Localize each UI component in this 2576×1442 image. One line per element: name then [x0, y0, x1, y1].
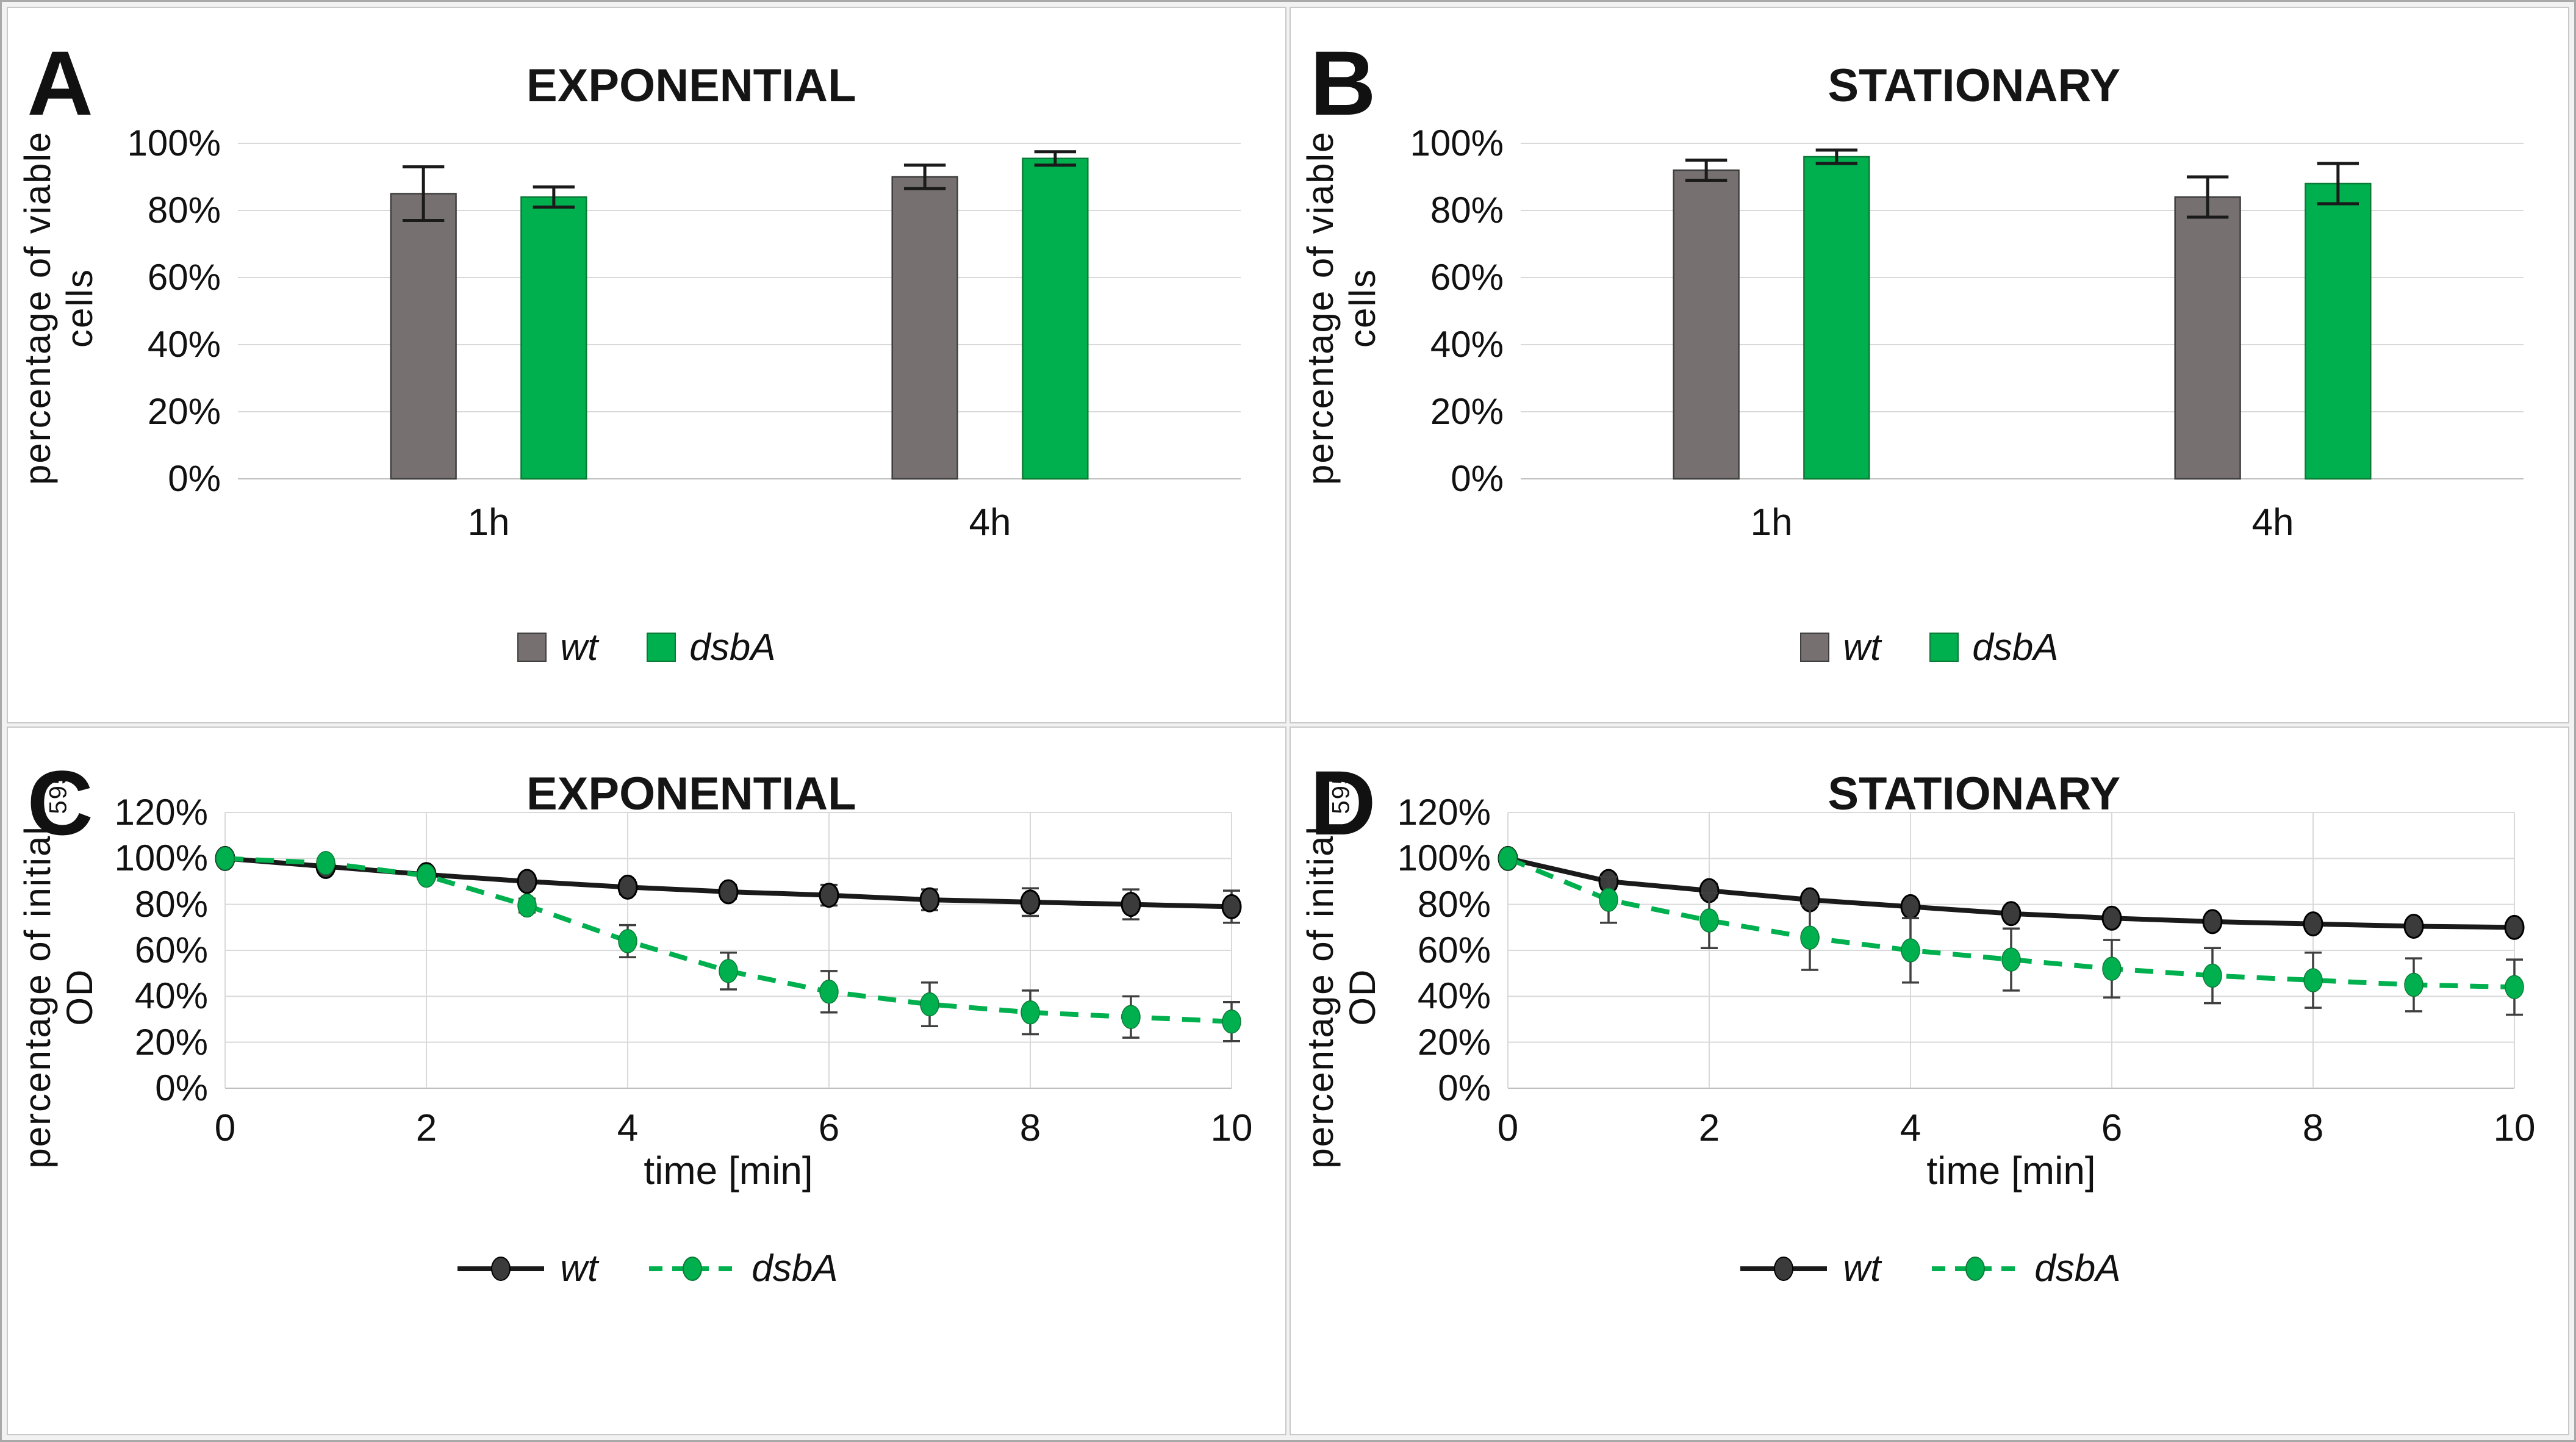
- plot-area: [1520, 143, 2524, 480]
- panel-a-viable-cells-exponential: A EXPONENTIAL percentage of viable cells…: [7, 7, 1286, 723]
- y-tick-label: 80%: [147, 190, 221, 231]
- chart-title: STATIONARY: [1828, 60, 2121, 112]
- legend-label-dsbA: dsbA: [1972, 626, 2059, 669]
- panel-c-od595-exponential: C EXPONENTIAL percentage of initial OD 59…: [7, 726, 1286, 1435]
- x-tick-label: 10: [1210, 1107, 1253, 1149]
- x-tick-label: 0: [1497, 1107, 1519, 1149]
- x-tick-label: 8: [2302, 1107, 2324, 1149]
- y-tick-label: 80%: [1430, 190, 1504, 231]
- legend-item-wt: wt: [1738, 1247, 1881, 1290]
- x-tick-label: 6: [2101, 1107, 2123, 1149]
- category-label: 4h: [2251, 501, 2294, 543]
- plot-area: [1498, 811, 2525, 1089]
- y-tick-label: 60%: [1430, 257, 1504, 298]
- wt-legend-glyph: [457, 1256, 545, 1281]
- dsbA-swatch: [1929, 633, 1959, 662]
- category-label: 4h: [969, 501, 1011, 543]
- y-tick-label: 40%: [147, 324, 221, 365]
- legend: wt dsbA: [8, 626, 1285, 669]
- dsbA-legend-glyph: [1932, 1256, 2019, 1281]
- x-tick-label: 4: [617, 1107, 639, 1149]
- chart-title: EXPONENTIAL: [526, 60, 856, 112]
- chart-title: STATIONARY: [1828, 767, 2121, 820]
- legend-item-wt: wt: [1800, 626, 1881, 669]
- legend-label-dsbA: dsbA: [752, 1247, 838, 1290]
- panel-d-od595-stationary: D STATIONARY percentage of initial OD 595…: [1290, 726, 2569, 1435]
- y-axis-ticks: 0% 20% 40% 60% 80% 100%: [8, 124, 221, 498]
- category-label: 1h: [1750, 501, 1793, 543]
- x-axis-title: time [min]: [1926, 1149, 2096, 1193]
- y-tick-label: 20%: [147, 391, 221, 432]
- plot-area: [237, 143, 1241, 480]
- y-tick-label: 40%: [1417, 975, 1491, 1017]
- legend-item-dsbA: dsbA: [647, 1247, 838, 1290]
- x-tick-label: 2: [415, 1107, 437, 1149]
- legend-item-dsbA: dsbA: [647, 626, 776, 669]
- panel-letter: A: [27, 32, 93, 135]
- x-tick-label: 4: [1900, 1107, 1921, 1149]
- chart-canvas: [1498, 811, 2525, 1089]
- legend-label-wt: wt: [560, 1247, 598, 1290]
- y-tick-label: 40%: [1430, 324, 1504, 365]
- y-tick-label: 0%: [168, 458, 221, 499]
- legend-label-wt: wt: [1843, 626, 1881, 669]
- wt-swatch: [1800, 633, 1830, 662]
- panel-b-viable-cells-stationary: B STATIONARY percentage of viable cells …: [1290, 7, 2569, 723]
- y-tick-label: 120%: [1397, 792, 1491, 833]
- y-axis-ticks: 0% 20% 40% 60% 80% 100% 120%: [1291, 793, 1491, 1108]
- y-tick-label: 0%: [1438, 1067, 1491, 1108]
- y-tick-label: 60%: [1417, 930, 1491, 970]
- legend-item-dsbA: dsbA: [1929, 626, 2059, 669]
- legend: wt dsbA: [8, 1247, 1285, 1290]
- category-label: 1h: [467, 501, 510, 543]
- x-tick-label: 10: [2493, 1107, 2536, 1149]
- legend: wt dsbA: [1291, 626, 2568, 669]
- y-tick-label: 100%: [114, 838, 208, 879]
- x-tick-label: 2: [1698, 1107, 1720, 1149]
- y-tick-label: 60%: [134, 930, 208, 970]
- y-tick-label: 80%: [134, 883, 208, 925]
- wt-legend-glyph: [1740, 1256, 1828, 1281]
- legend: wt dsbA: [1291, 1247, 2568, 1290]
- x-tick-label: 6: [818, 1107, 840, 1149]
- y-tick-label: 100%: [1397, 838, 1491, 879]
- y-tick-label: 20%: [1417, 1021, 1491, 1063]
- y-tick-label: 20%: [1430, 391, 1504, 432]
- x-tick-label: 8: [1019, 1107, 1041, 1149]
- legend-label-dsbA: dsbA: [2034, 1247, 2121, 1290]
- y-tick-label: 100%: [1410, 123, 1504, 163]
- y-tick-label: 0%: [1451, 458, 1504, 499]
- y-tick-label: 60%: [147, 257, 221, 298]
- panel-letter: B: [1310, 32, 1376, 135]
- legend-label-wt: wt: [560, 626, 598, 669]
- wt-swatch: [517, 633, 547, 662]
- legend-label-dsbA: dsbA: [689, 626, 776, 669]
- y-tick-label: 0%: [155, 1067, 208, 1108]
- legend-item-dsbA: dsbA: [1929, 1247, 2121, 1290]
- x-tick-label: 0: [214, 1107, 236, 1149]
- chart-canvas: [1520, 143, 2524, 480]
- chart-canvas: [237, 143, 1241, 480]
- y-tick-label: 100%: [127, 123, 221, 163]
- panel-letter: C: [27, 751, 93, 855]
- y-axis-ticks: 0% 20% 40% 60% 80% 100%: [1291, 124, 1504, 498]
- chart-title: EXPONENTIAL: [526, 767, 856, 820]
- plot-area: [215, 811, 1242, 1089]
- x-axis-title: time [min]: [644, 1149, 813, 1193]
- dsbA-legend-glyph: [649, 1256, 736, 1281]
- legend-item-wt: wt: [517, 626, 598, 669]
- y-tick-label: 120%: [114, 792, 208, 833]
- chart-canvas: [215, 811, 1242, 1089]
- panel-letter: D: [1310, 751, 1376, 855]
- y-axis-ticks: 0% 20% 40% 60% 80% 100% 120%: [8, 793, 208, 1108]
- legend-label-wt: wt: [1843, 1247, 1881, 1290]
- y-tick-label: 40%: [134, 975, 208, 1017]
- legend-item-wt: wt: [455, 1247, 598, 1290]
- y-tick-label: 80%: [1417, 883, 1491, 925]
- y-tick-label: 20%: [134, 1021, 208, 1063]
- dsbA-swatch: [647, 633, 676, 662]
